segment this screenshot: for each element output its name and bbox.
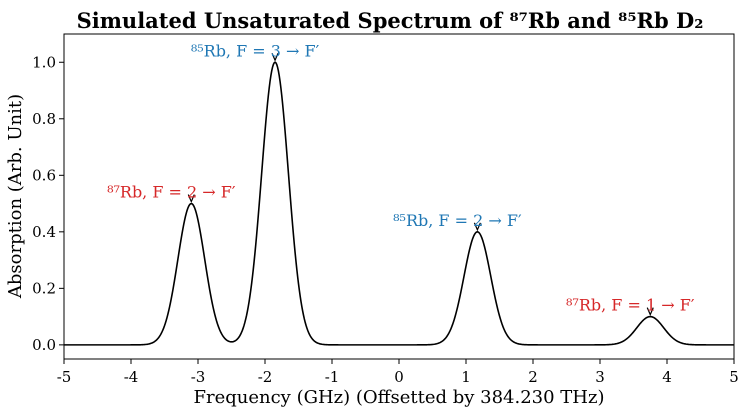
- x-tick-label: 5: [729, 368, 739, 386]
- x-tick-label: 1: [461, 368, 471, 386]
- x-tick-label: 3: [595, 368, 605, 386]
- plot-area: -5 -4 -3 -2 -1 0 1 2 3 4 5 0.0 0.2 0.4 0.6 0.8 1.0 ⁸⁷Rb…: [32, 33, 739, 386]
- y-axis-label: Absorption (Arb. Unit): [5, 94, 26, 299]
- peak-arrow: [187, 194, 195, 204]
- peak-arrow: [271, 53, 279, 62]
- x-axis-label: Frequency (GHz) (Offsetted by 384.230 TH…: [193, 387, 604, 408]
- y-tick-label: 1.0: [32, 53, 56, 71]
- peak-label: ⁸⁵Rb, F = 2 → F′: [393, 211, 522, 230]
- y-tick-label: 0.8: [32, 110, 56, 128]
- x-tick-label: -4: [124, 368, 139, 386]
- peak-arrow: [646, 307, 654, 317]
- x-tick-label: 0: [394, 368, 404, 386]
- y-axis-ticks: 0.0 0.2 0.4 0.6 0.8 1.0: [32, 53, 64, 354]
- peak-label: ⁸⁷Rb, F = 2 → F′: [107, 183, 236, 202]
- x-tick-label: 2: [528, 368, 538, 386]
- x-axis-ticks: -5 -4 -3 -2 -1 0 1 2 3 4 5: [57, 359, 739, 386]
- x-tick-label: -5: [57, 368, 72, 386]
- chart-title: Simulated Unsaturated Spectrum of ⁸⁷Rb a…: [77, 8, 704, 33]
- peak-label: ⁸⁷Rb, F = 1 → F′: [566, 296, 695, 315]
- x-tick-label: -3: [191, 368, 206, 386]
- x-tick-label: -1: [325, 368, 340, 386]
- peak-arrow: [473, 222, 481, 232]
- peak-annotations: ⁸⁷Rb, F = 2 → F′ ⁸⁵Rb, F = 3 → F′ ⁸⁵Rb, F …: [107, 41, 695, 317]
- y-tick-label: 0.6: [32, 166, 56, 184]
- y-tick-label: 0.4: [32, 223, 56, 241]
- y-tick-label: 0.0: [32, 336, 56, 354]
- x-tick-label: -2: [258, 368, 273, 386]
- spectrum-line: [64, 61, 734, 346]
- peak-label: ⁸⁵Rb, F = 3 → F′: [191, 41, 320, 60]
- y-tick-label: 0.2: [32, 279, 56, 297]
- x-tick-label: 4: [662, 368, 672, 386]
